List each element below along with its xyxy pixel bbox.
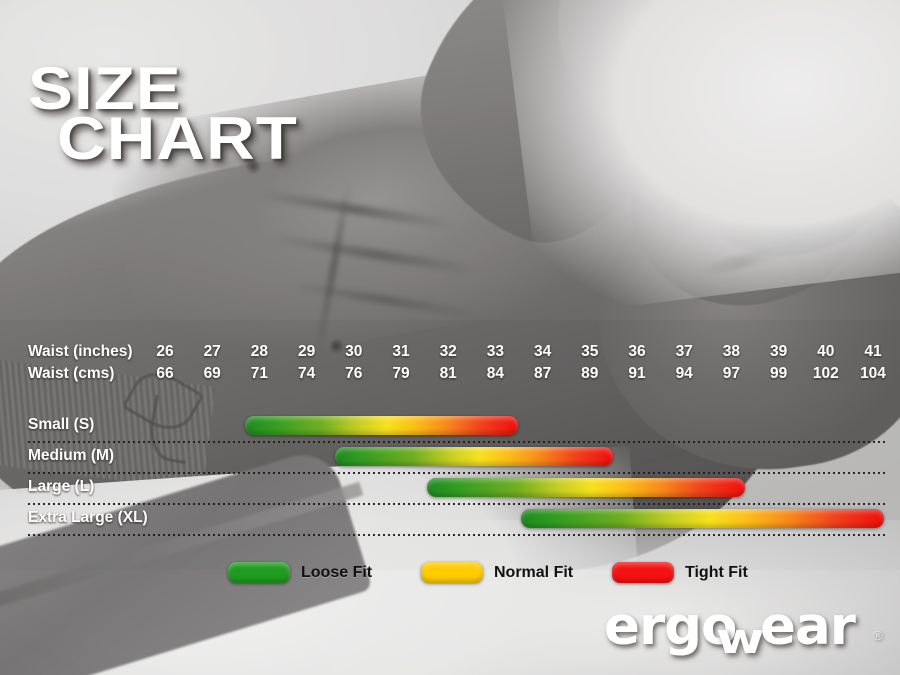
measurement-row-label: Waist (inches)	[28, 343, 133, 360]
size-row-label: Small (S)	[28, 416, 95, 433]
measurement-values: 66 69 71 74 76 79 81 84 87 89 91 94 97 99 102 104	[150, 363, 900, 384]
measurement-value: 33	[486, 343, 505, 360]
legend-label: Normal Fit	[494, 563, 574, 581]
legend-item: Tight Fit	[612, 562, 748, 583]
title-line-2: CHART	[57, 105, 298, 172]
measurement-value: 34	[533, 343, 552, 360]
measurement-table: Waist (inches) 26 27 28 29 30 31 32 33 34 35 36 37 38…	[0, 341, 900, 385]
measurement-value: 39	[769, 343, 788, 360]
logo-text-ear: ear	[760, 596, 856, 657]
size-row: Large (L)	[0, 474, 900, 505]
measurement-value: 69	[203, 365, 221, 382]
legend-swatch	[228, 562, 290, 583]
measurement-value: 84	[486, 365, 505, 382]
legend-label: Tight Fit	[685, 563, 748, 581]
legend-label: Loose Fit	[301, 563, 373, 581]
measurement-value: 94	[675, 365, 693, 382]
measurement-value: 89	[581, 365, 599, 382]
measurement-value: 36	[628, 343, 646, 360]
legend-swatch	[421, 562, 483, 583]
page-title: SIZE CHART	[28, 14, 298, 214]
logo-text-w: w	[716, 614, 765, 663]
measurement-value: 41	[864, 343, 882, 360]
measurement-value: 81	[439, 365, 457, 382]
brand-logo: ergo w ear ®	[600, 598, 900, 668]
measurement-value: 97	[722, 365, 741, 382]
measurement-value: 29	[297, 343, 316, 360]
measurement-value: 66	[156, 365, 174, 382]
registered-trademark-icon: ®	[873, 628, 883, 643]
row-divider	[28, 472, 886, 474]
measurement-value: 35	[581, 343, 599, 360]
measurement-values: 26 27 28 29 30 31 32 33 34 35 36 37 38 39 40 41	[150, 341, 900, 362]
size-row: Medium (M)	[0, 443, 900, 474]
logo-text-ergo: ergo	[604, 596, 737, 657]
measurement-value: 104	[860, 365, 886, 382]
size-range-bar	[427, 478, 745, 497]
row-divider	[28, 441, 886, 443]
measurement-value: 32	[439, 343, 457, 360]
measurement-value: 27	[203, 343, 221, 360]
title-line-1: SIZE	[28, 55, 182, 122]
measurement-value: 102	[812, 365, 839, 382]
measurement-value: 74	[297, 365, 316, 382]
measurement-row: Waist (cms) 66 69 71 74 76 79 81 84 87 89 91 94 97 99 1…	[0, 363, 900, 385]
measurement-value: 99	[769, 365, 788, 382]
measurement-value: 37	[675, 343, 693, 360]
measurement-value: 76	[345, 365, 363, 382]
measurement-value: 87	[533, 365, 552, 382]
size-row-label: Medium (M)	[28, 447, 115, 464]
row-divider	[28, 503, 886, 505]
measurement-value: 26	[156, 343, 174, 360]
size-range-bar	[335, 447, 613, 466]
measurement-value: 40	[817, 343, 835, 360]
measurement-row: Waist (inches) 26 27 28 29 30 31 32 33 34 35 36 37 38…	[0, 341, 900, 363]
size-row: Extra Large (XL)	[0, 505, 900, 536]
measurement-value: 91	[628, 365, 646, 382]
legend-item: Normal Fit	[421, 562, 573, 583]
legend-item: Loose Fit	[228, 562, 372, 583]
size-range-bar	[245, 416, 518, 435]
measurement-value: 71	[250, 365, 269, 382]
size-range-bar	[521, 509, 884, 528]
size-rows: Small (S) Medium (M) Large (L) Extra Large …	[0, 412, 900, 536]
measurement-row-label: Waist (cms)	[28, 365, 115, 382]
measurement-value: 28	[250, 343, 269, 360]
measurement-value: 31	[392, 343, 410, 360]
row-divider	[28, 534, 886, 536]
measurement-value: 79	[392, 365, 410, 382]
size-row-label: Extra Large (XL)	[28, 509, 148, 526]
measurement-value: 38	[722, 343, 741, 360]
measurement-value: 30	[345, 343, 363, 360]
legend-swatch	[612, 562, 674, 583]
size-row-label: Large (L)	[28, 478, 95, 495]
size-row: Small (S)	[0, 412, 900, 443]
fit-legend: Loose Fit Normal Fit Tight Fit	[0, 562, 900, 588]
